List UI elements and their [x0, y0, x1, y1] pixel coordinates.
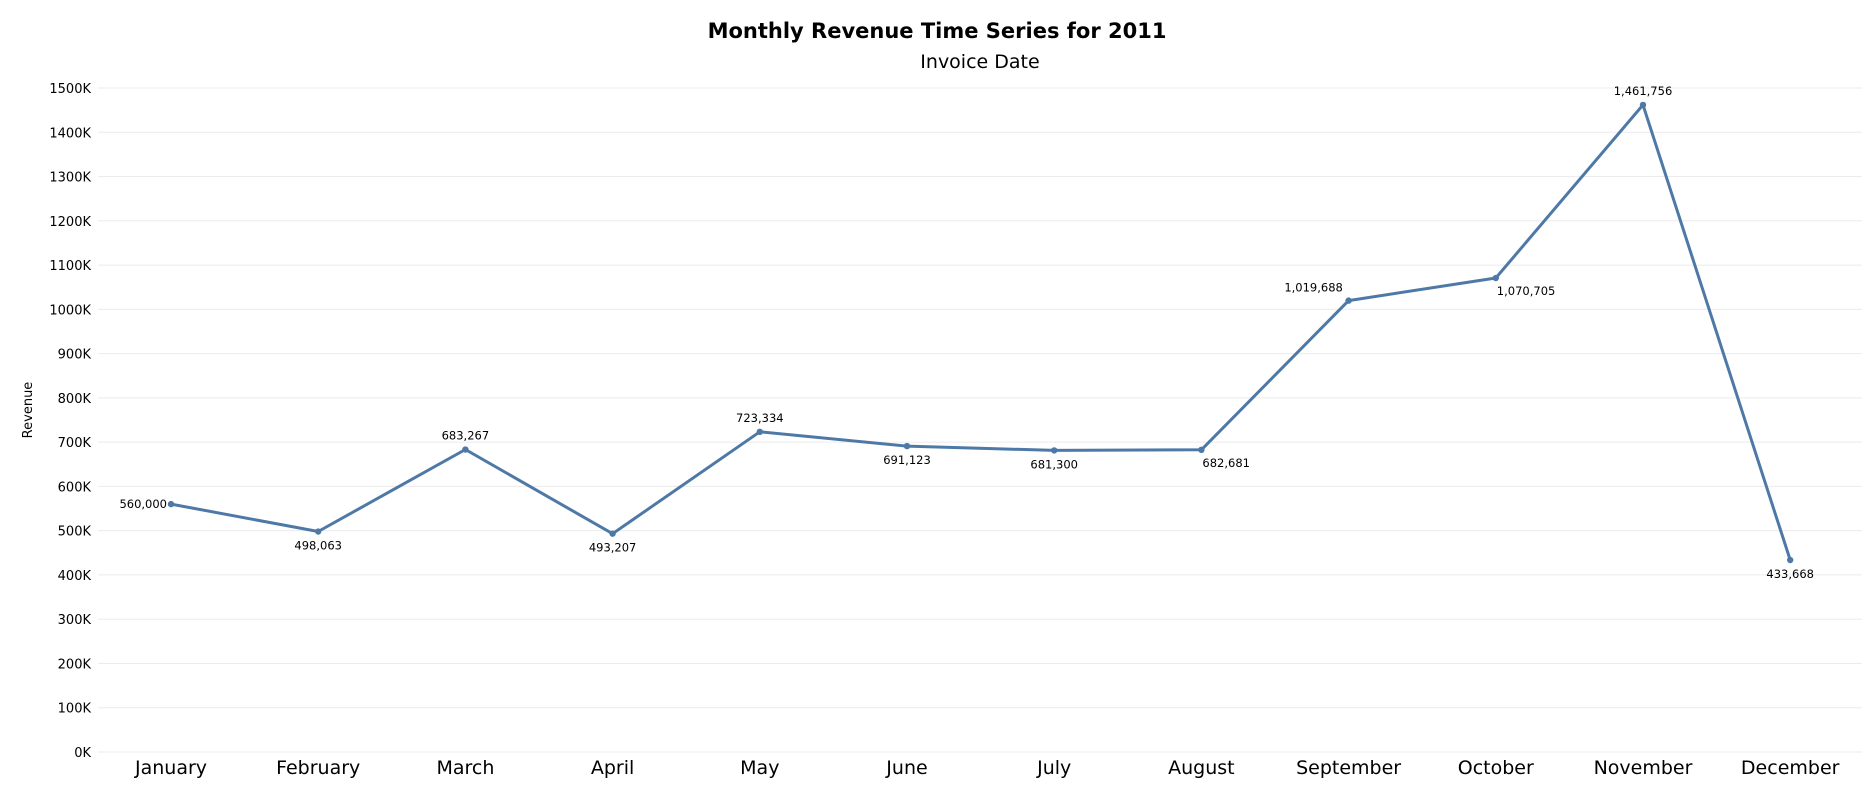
chart-subtitle: Invoice Date: [920, 51, 1039, 73]
data-point: [167, 500, 175, 508]
data-point: [609, 530, 616, 537]
x-tick-label: July: [1036, 757, 1071, 779]
data-label: 433,668: [1766, 567, 1814, 581]
data-label: 683,267: [442, 429, 490, 443]
data-label: 723,334: [736, 411, 784, 425]
x-axis-ticks: January February March April May June July Augu…: [134, 757, 1840, 779]
x-tick-label: May: [740, 757, 779, 779]
y-tick-label: 1300K: [49, 171, 91, 186]
data-label: 560,000: [119, 497, 167, 511]
y-tick-label: 0K: [74, 746, 91, 761]
data-point: [462, 446, 469, 453]
y-tick-label: 300K: [58, 613, 92, 628]
y-tick-label: 700K: [58, 436, 92, 451]
x-tick-label: October: [1458, 757, 1534, 779]
y-tick-label: 900K: [58, 348, 92, 363]
y-tick-label: 1500K: [49, 82, 91, 97]
y-tick-label: 500K: [58, 525, 92, 540]
data-label: 682,681: [1202, 456, 1250, 470]
x-tick-label: June: [885, 757, 927, 779]
x-tick-label: February: [276, 757, 360, 779]
data-point: [315, 528, 322, 535]
chart-title: Monthly Revenue Time Series for 2011: [708, 19, 1167, 43]
data-label: 1,070,705: [1497, 284, 1556, 298]
data-label: 1,461,756: [1614, 84, 1673, 98]
data-label: 1,019,688: [1284, 281, 1343, 295]
gridlines: [98, 87, 1862, 753]
y-tick-label: 1000K: [49, 303, 91, 318]
data-points: [167, 101, 1794, 564]
data-point: [1198, 446, 1205, 453]
data-label: 493,207: [589, 541, 637, 555]
y-tick-label: 800K: [58, 392, 92, 407]
y-tick-label: 1200K: [49, 215, 91, 230]
data-point: [1051, 447, 1058, 454]
data-point: [1787, 556, 1794, 564]
x-tick-label: August: [1168, 757, 1235, 779]
y-axis-ticks: 0K 100K 200K 300K 400K 500K 600K 700K 800K 900K 10…: [49, 82, 91, 761]
x-tick-label: November: [1594, 757, 1693, 779]
x-tick-label: January: [134, 757, 207, 779]
data-point: [756, 428, 763, 436]
series-line: [169, 103, 1792, 562]
y-tick-label: 1400K: [49, 126, 91, 141]
data-label: 691,123: [883, 453, 931, 467]
y-tick-label: 400K: [58, 569, 92, 584]
data-point: [903, 442, 911, 450]
x-tick-label: September: [1296, 757, 1401, 779]
data-labels: 560,000 498,063 683,267 493,207 723,334 691,1…: [119, 84, 1814, 581]
x-tick-label: April: [591, 757, 634, 779]
x-tick-label: March: [436, 757, 494, 779]
series-line-layer: [169, 103, 1792, 562]
y-tick-label: 1100K: [49, 259, 91, 274]
y-tick-label: 200K: [58, 657, 92, 672]
x-tick-label: December: [1741, 757, 1840, 779]
data-point: [1492, 274, 1500, 282]
data-label: 498,063: [294, 539, 342, 553]
y-tick-label: 100K: [58, 702, 92, 717]
y-tick-label: 600K: [58, 480, 92, 495]
data-point: [1345, 297, 1352, 304]
y-axis-label: Revenue: [21, 382, 36, 439]
data-point: [1639, 101, 1647, 109]
data-label: 681,300: [1030, 457, 1078, 471]
